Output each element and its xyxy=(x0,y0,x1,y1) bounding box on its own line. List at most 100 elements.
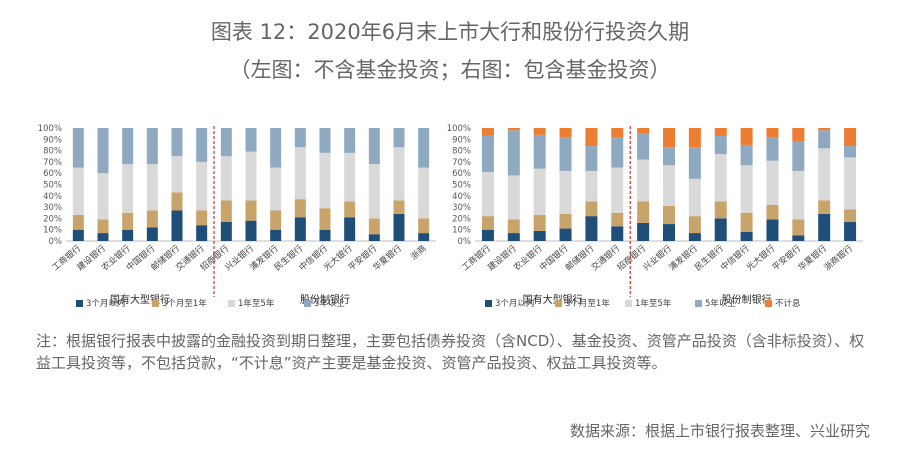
bar-segment xyxy=(294,128,306,148)
bar-segment xyxy=(294,147,306,200)
bar-segment xyxy=(245,128,257,152)
bar-segment xyxy=(818,148,831,201)
bar-segment xyxy=(196,161,208,211)
bar-segment xyxy=(611,137,624,168)
bar-segment xyxy=(481,135,494,173)
bar-segment xyxy=(418,128,430,168)
bar-segment xyxy=(196,225,208,241)
bar-segment xyxy=(818,200,831,214)
group-label: 国有大型银行 xyxy=(523,293,583,306)
bar-segment xyxy=(245,200,257,221)
bar-segment xyxy=(714,128,727,136)
bar-segment xyxy=(97,233,109,241)
bar-segment xyxy=(611,128,624,138)
bar-segment xyxy=(368,218,380,235)
bar-segment xyxy=(663,147,675,166)
bar-segment xyxy=(559,228,572,241)
bar-segment xyxy=(270,229,282,241)
data-source: 数据来源：根据上市银行报表整理、兴业研究 xyxy=(569,422,870,440)
bar-segment xyxy=(122,212,134,230)
legend-label: 3个月至1年 xyxy=(565,298,610,309)
bar-segment xyxy=(585,146,598,171)
legend-swatch xyxy=(625,300,632,307)
bar-segment xyxy=(844,221,857,241)
bar-segment xyxy=(792,170,805,220)
legend-label: 3个月以内 xyxy=(86,298,125,309)
bar-segment xyxy=(611,212,624,227)
legend-swatch xyxy=(765,300,772,307)
bar-segment xyxy=(766,137,779,161)
y-tick-label: 30% xyxy=(43,203,62,213)
bar-segment xyxy=(766,128,779,138)
bar-segment xyxy=(122,164,134,213)
bar-segment xyxy=(418,218,430,234)
y-tick-label: 60% xyxy=(43,169,62,179)
bar-segment xyxy=(481,172,494,217)
bar-segment xyxy=(368,164,380,219)
bar-segment xyxy=(393,213,405,241)
legend-swatch xyxy=(555,300,562,307)
bar-segment xyxy=(611,167,624,213)
y-tick-label: 60% xyxy=(452,169,471,179)
bar-segment xyxy=(220,221,232,241)
bar-segment xyxy=(585,201,598,217)
legend-label: 1年至5年 xyxy=(635,298,672,309)
legend-swatch xyxy=(485,300,492,307)
legend-label: 5年以上 xyxy=(314,298,345,309)
bar-segment xyxy=(559,137,572,171)
bar-segment xyxy=(319,208,331,230)
bar-segment xyxy=(344,128,356,153)
bar-segment xyxy=(585,216,598,241)
bar-segment xyxy=(220,128,232,157)
bar-segment xyxy=(637,201,650,223)
legend-label: 不计息 xyxy=(775,298,801,309)
legend-label: 3个月至1年 xyxy=(162,298,207,309)
legend-label: 1年至5年 xyxy=(238,298,275,309)
legend-label: 3个月以内 xyxy=(495,298,534,309)
bar-segment xyxy=(740,231,753,241)
bar-segment xyxy=(611,226,624,241)
bar-segment xyxy=(585,128,598,147)
bar-segment xyxy=(245,220,257,241)
y-tick-label: 50% xyxy=(452,181,471,191)
bar-segment xyxy=(844,209,857,222)
y-tick-label: 10% xyxy=(43,226,62,236)
bar-segment xyxy=(319,152,331,209)
bar-segment xyxy=(97,219,109,234)
bar-segment xyxy=(270,210,282,230)
bar-segment xyxy=(418,233,430,241)
bar-segment xyxy=(663,224,675,241)
bar-segment xyxy=(171,210,183,241)
chart-title: 图表 12：2020年6月末上市大行和股份行投资久期 xyxy=(210,20,690,44)
bar-segment xyxy=(270,128,282,168)
bar-segment xyxy=(559,128,572,138)
x-tick-label: 华夏银行 xyxy=(371,243,404,274)
bar-segment xyxy=(368,128,380,165)
bar-segment xyxy=(844,157,857,210)
bar-segment xyxy=(714,135,727,154)
y-tick-label: 30% xyxy=(452,203,471,213)
bar-segment xyxy=(792,219,805,236)
bar-segment xyxy=(507,130,520,176)
bar-segment xyxy=(319,128,331,153)
bar-segment xyxy=(533,215,546,231)
bar-segment xyxy=(844,128,857,147)
bar-segment xyxy=(533,230,546,241)
bar-segment xyxy=(714,201,727,219)
bar-segment xyxy=(344,217,356,241)
bar-segment xyxy=(245,151,257,201)
bar-segment xyxy=(220,200,232,222)
bar-segment xyxy=(507,175,520,220)
bar-segment xyxy=(393,200,405,214)
bar-segment xyxy=(688,128,701,148)
bar-segment xyxy=(818,130,831,149)
bar-segment xyxy=(533,128,546,135)
bar-segment xyxy=(481,229,494,241)
legend-swatch xyxy=(152,300,159,307)
bar-segment xyxy=(688,233,701,241)
bar-segment xyxy=(766,160,779,205)
y-tick-label: 20% xyxy=(452,214,471,224)
y-tick-label: 80% xyxy=(452,147,471,157)
y-tick-label: 80% xyxy=(43,147,62,157)
bar-segment xyxy=(740,128,753,145)
